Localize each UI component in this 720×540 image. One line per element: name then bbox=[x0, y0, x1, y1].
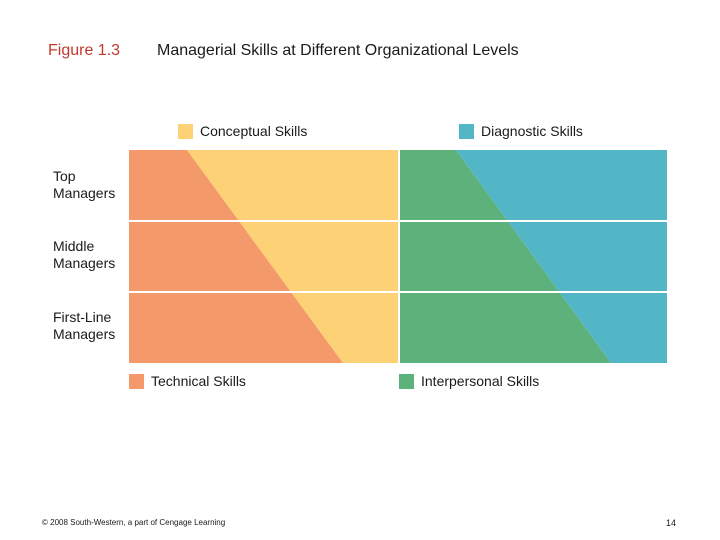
figure-title: Managerial Skills at Different Organizat… bbox=[157, 42, 519, 59]
diagnostic-swatch bbox=[459, 123, 474, 139]
row-label-middle-line2: Managers bbox=[53, 255, 116, 271]
legend-interpersonal-label: Interpersonal Skills bbox=[421, 373, 540, 389]
row-label-top-line1: Top bbox=[53, 168, 76, 184]
legend-technical-label: Technical Skills bbox=[151, 373, 246, 389]
technical-region bbox=[129, 150, 343, 363]
conceptual-swatch bbox=[178, 123, 193, 139]
row-label-first: First-Line Managers bbox=[53, 309, 128, 343]
row-label-middle: Middle Managers bbox=[53, 238, 128, 272]
diagnostic-region bbox=[456, 150, 667, 363]
conceptual-region bbox=[187, 150, 399, 363]
page-number: 14 bbox=[666, 518, 677, 528]
figure-label: Figure 1.3 bbox=[48, 42, 121, 59]
legend-conceptual-label: Conceptual Skills bbox=[200, 123, 308, 139]
technical-swatch bbox=[129, 373, 144, 389]
interpersonal-region bbox=[399, 150, 611, 363]
row-label-top-line2: Managers bbox=[53, 185, 116, 201]
skills-diagram bbox=[129, 150, 667, 363]
legend-technical: Technical Skills bbox=[129, 373, 246, 389]
row-label-top: Top Managers bbox=[53, 168, 128, 202]
legend-diagnostic-label: Diagnostic Skills bbox=[481, 123, 583, 139]
legend-conceptual: Conceptual Skills bbox=[178, 123, 307, 139]
row-label-first-line1: First-Line bbox=[53, 309, 112, 325]
legend-diagnostic: Diagnostic Skills bbox=[459, 123, 583, 139]
footer-copyright: © 2008 South-Western, a part of Cengage … bbox=[42, 518, 226, 527]
interpersonal-swatch bbox=[399, 373, 414, 389]
row-label-first-line2: Managers bbox=[53, 326, 116, 342]
legend-interpersonal: Interpersonal Skills bbox=[399, 373, 539, 389]
row-label-middle-line1: Middle bbox=[53, 238, 95, 254]
